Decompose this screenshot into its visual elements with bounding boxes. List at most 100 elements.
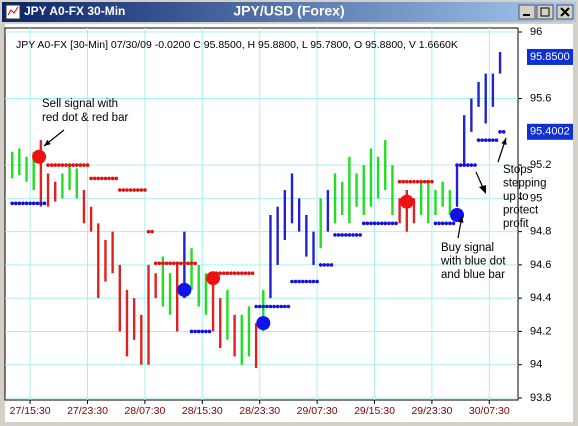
stop-dot [275,304,280,309]
stop-dot [458,163,463,167]
annotation: and blue bar [441,269,505,281]
stop-dot [13,201,18,206]
annotation: with blue dot [440,256,506,268]
stop-dot [347,233,352,237]
stop-dot [31,201,36,206]
stop-dot [254,304,258,309]
stop-dot [480,138,484,142]
stop-dot [326,263,330,267]
stop-dot [229,271,233,276]
plot-area [4,27,519,401]
stop-dot [501,130,506,134]
stop-dot [10,201,14,206]
info-line: JPY A0-FX [30-Min] 07/30/09 -0.0200 C 95… [16,39,458,51]
stop-dot [397,179,402,184]
y-tick-label: 94.4 [530,292,551,304]
stop-dot [315,279,319,284]
stop-dot [487,138,492,142]
stop-dot [225,271,230,276]
minimize-button[interactable] [518,4,536,20]
stop-dot [64,163,68,167]
stop-dot [46,163,50,167]
x-tick-label: 29/15:30 [354,405,395,417]
stop-dot [344,233,348,237]
stop-dot [74,163,79,167]
stop-dot [401,179,406,184]
stop-dot [107,176,111,181]
x-tick-label: 28/07:30 [124,405,165,417]
stop-dot [465,163,470,167]
stop-dot [426,179,431,184]
stop-dot [85,163,90,167]
stop-dot [196,329,201,334]
stop-dot [114,176,119,181]
stop-dot [415,179,420,184]
stop-dot [297,279,301,284]
stop-dot [448,221,452,226]
stop-dot [139,188,144,192]
annotation: Sell signal with [42,98,118,110]
stop-dot [178,261,183,266]
stop-dot [35,201,40,206]
signal-dot [177,282,192,297]
stop-dot [283,304,287,309]
y-tick-label: 94.8 [530,226,551,238]
stop-dot [290,279,294,284]
x-tick-label: 27/23:30 [67,405,108,417]
annotation: red dot & red bar [42,112,128,124]
x-tick-label: 29/07:30 [297,405,338,417]
stop-dot [239,271,244,276]
stop-dot [186,261,190,266]
stop-dot [351,233,355,237]
stop-dot [153,261,158,266]
stop-dot [469,163,474,167]
stop-dot [261,304,266,309]
stop-dot [193,261,197,266]
stop-dot [304,279,309,284]
stop-dot [175,261,179,266]
stop-dot [164,261,169,266]
stop-dot [293,279,298,284]
annotation: profit [503,218,529,230]
stop-dot [28,201,32,206]
stop-dot [171,261,176,266]
stop-dot [365,221,370,226]
stop-dot [358,233,362,237]
maximize-button[interactable] [536,4,554,20]
stop-dot [247,271,251,276]
stop-dot [117,188,122,192]
stop-dot [286,304,291,309]
stop-dot [125,188,129,192]
price-marker-label: 95.8500 [530,51,570,63]
stop-dot [146,229,151,234]
stop-dot [150,229,154,234]
stop-dot [476,138,481,142]
y-tick-label: 95 [530,192,542,204]
stop-dot [361,221,366,226]
stop-dot [17,201,22,206]
title-bar [2,2,576,22]
stop-dot [412,179,416,184]
stop-dot [437,221,441,226]
y-tick-label: 95.6 [530,92,551,104]
stop-dot [193,329,197,334]
stop-dot [182,261,187,266]
stop-dot [394,221,398,226]
stop-dot [440,221,445,226]
stop-dot [200,329,205,334]
x-tick-label: 27/15:30 [10,405,51,417]
stop-dot [232,271,237,276]
stop-dot [483,138,488,142]
stop-dot [408,179,413,184]
stop-dot [444,221,449,226]
stop-dot [390,221,395,226]
stop-dot [333,233,337,237]
stop-dot [455,163,459,167]
maximize-glyph [540,7,550,17]
price-marker [527,48,573,65]
annotation: stepping [503,178,546,190]
stop-dot [329,263,334,267]
stop-dot [189,329,194,334]
stop-dot [24,201,29,206]
